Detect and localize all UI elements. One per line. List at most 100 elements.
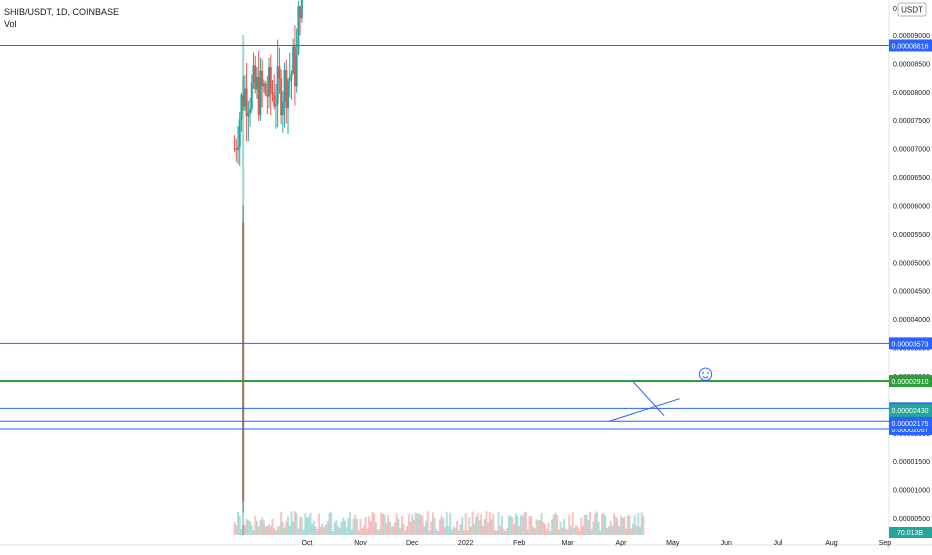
candle-body — [254, 65, 257, 90]
volume-bar — [604, 515, 607, 535]
volume-bar — [316, 528, 319, 535]
volume-bar — [273, 528, 276, 535]
candle-body — [238, 119, 241, 148]
volume-bar — [378, 528, 381, 535]
volume-bar — [528, 516, 531, 535]
volume-bar — [421, 515, 424, 535]
volume-bar — [459, 524, 462, 535]
extra-level-badge-label: 0.00002175 — [892, 421, 929, 428]
volume-bar — [369, 521, 372, 535]
volume-bar — [326, 520, 329, 535]
volume-bar — [561, 527, 564, 535]
volume-bar — [450, 529, 453, 535]
y-tick-label: 0.00001000 — [893, 488, 930, 495]
volume-bar — [352, 518, 355, 535]
candle-body — [297, 6, 300, 55]
volume-bar — [299, 516, 302, 535]
volume-bar — [602, 512, 605, 535]
volume-bar — [502, 528, 505, 535]
y-tick-label: 0.00006500 — [893, 175, 930, 182]
x-tick-label: Nov — [354, 540, 367, 547]
volume-bar — [626, 515, 629, 535]
volume-bar — [530, 516, 533, 535]
volume-bar — [292, 521, 295, 535]
volume-bar — [481, 525, 484, 535]
volume-bar — [380, 512, 383, 535]
volume-bar — [406, 525, 409, 535]
volume-bar — [376, 529, 379, 535]
volume-bar — [554, 512, 557, 535]
volume-bar — [321, 523, 324, 535]
volume-bar — [324, 524, 327, 535]
volume-bar — [519, 514, 522, 535]
volume-bar — [623, 516, 626, 535]
candle-body — [240, 94, 243, 120]
volume-bar — [357, 530, 360, 535]
volume-bar — [285, 521, 288, 535]
volume-bar — [452, 526, 455, 535]
volume-bar — [349, 512, 352, 535]
volume-bar — [578, 530, 581, 535]
volume-bar — [366, 528, 369, 535]
candle-body — [295, 54, 298, 87]
x-tick-label: Dec — [406, 540, 419, 547]
volume-bar — [516, 516, 519, 535]
smiley-annotation: ☺ — [694, 361, 716, 386]
volume-bar — [573, 527, 576, 535]
volume-bar — [409, 521, 412, 535]
volume-bar — [297, 528, 300, 535]
volume-bar — [425, 520, 428, 535]
volume-bar — [499, 526, 502, 535]
current-price-value: 0.00002430 — [892, 408, 929, 415]
volume-bar — [620, 515, 622, 535]
volume-bar — [595, 511, 598, 535]
volume-bar — [549, 530, 552, 535]
volume-bar — [606, 528, 609, 535]
candle-body — [250, 82, 253, 109]
volume-bar — [521, 516, 524, 535]
volume-bar — [580, 517, 583, 535]
volume-bar — [601, 513, 604, 535]
volume-bar — [500, 515, 503, 535]
volume-bar — [497, 512, 500, 535]
volume-bar — [335, 520, 338, 535]
volume-bar — [392, 526, 395, 535]
y-tick-label: 0.00004500 — [893, 289, 930, 296]
volume-bar — [416, 513, 419, 535]
volume-bar — [473, 523, 476, 535]
volume-bar — [257, 526, 260, 535]
volume-bar — [399, 528, 402, 535]
volume-bar — [537, 520, 540, 535]
candle-body — [245, 88, 248, 117]
volume-bar — [616, 518, 619, 535]
volume-bar — [447, 526, 450, 535]
volume-bar — [475, 516, 478, 535]
volume-bar — [242, 35, 245, 535]
candles-group — [233, 0, 645, 535]
price-level-badge — [889, 337, 932, 350]
volume-bar — [468, 517, 471, 535]
y-tick-label: 0.00007000 — [893, 147, 930, 154]
candle-body — [287, 80, 290, 109]
volume-bar — [323, 527, 326, 535]
volume-bar — [437, 530, 440, 535]
volume-bar — [311, 524, 314, 535]
volume-bar — [490, 519, 493, 535]
volume-bar — [469, 526, 472, 535]
volume-bar — [594, 513, 597, 535]
price-level-badge-label: 0.00002067 — [892, 427, 929, 434]
candle-body — [278, 66, 281, 79]
y-tick-label: 0.00008500 — [893, 61, 930, 68]
volume-bar — [635, 525, 638, 535]
y-tick-label: 0.00004000 — [893, 317, 930, 324]
price-level-badge — [889, 375, 932, 388]
volume-bar — [532, 526, 535, 535]
volume-bar — [478, 520, 481, 535]
volume-bar — [300, 517, 303, 535]
volume-bar — [464, 513, 467, 535]
candle-body — [252, 65, 255, 83]
candle-body — [236, 147, 239, 150]
volume-bar — [463, 530, 465, 535]
